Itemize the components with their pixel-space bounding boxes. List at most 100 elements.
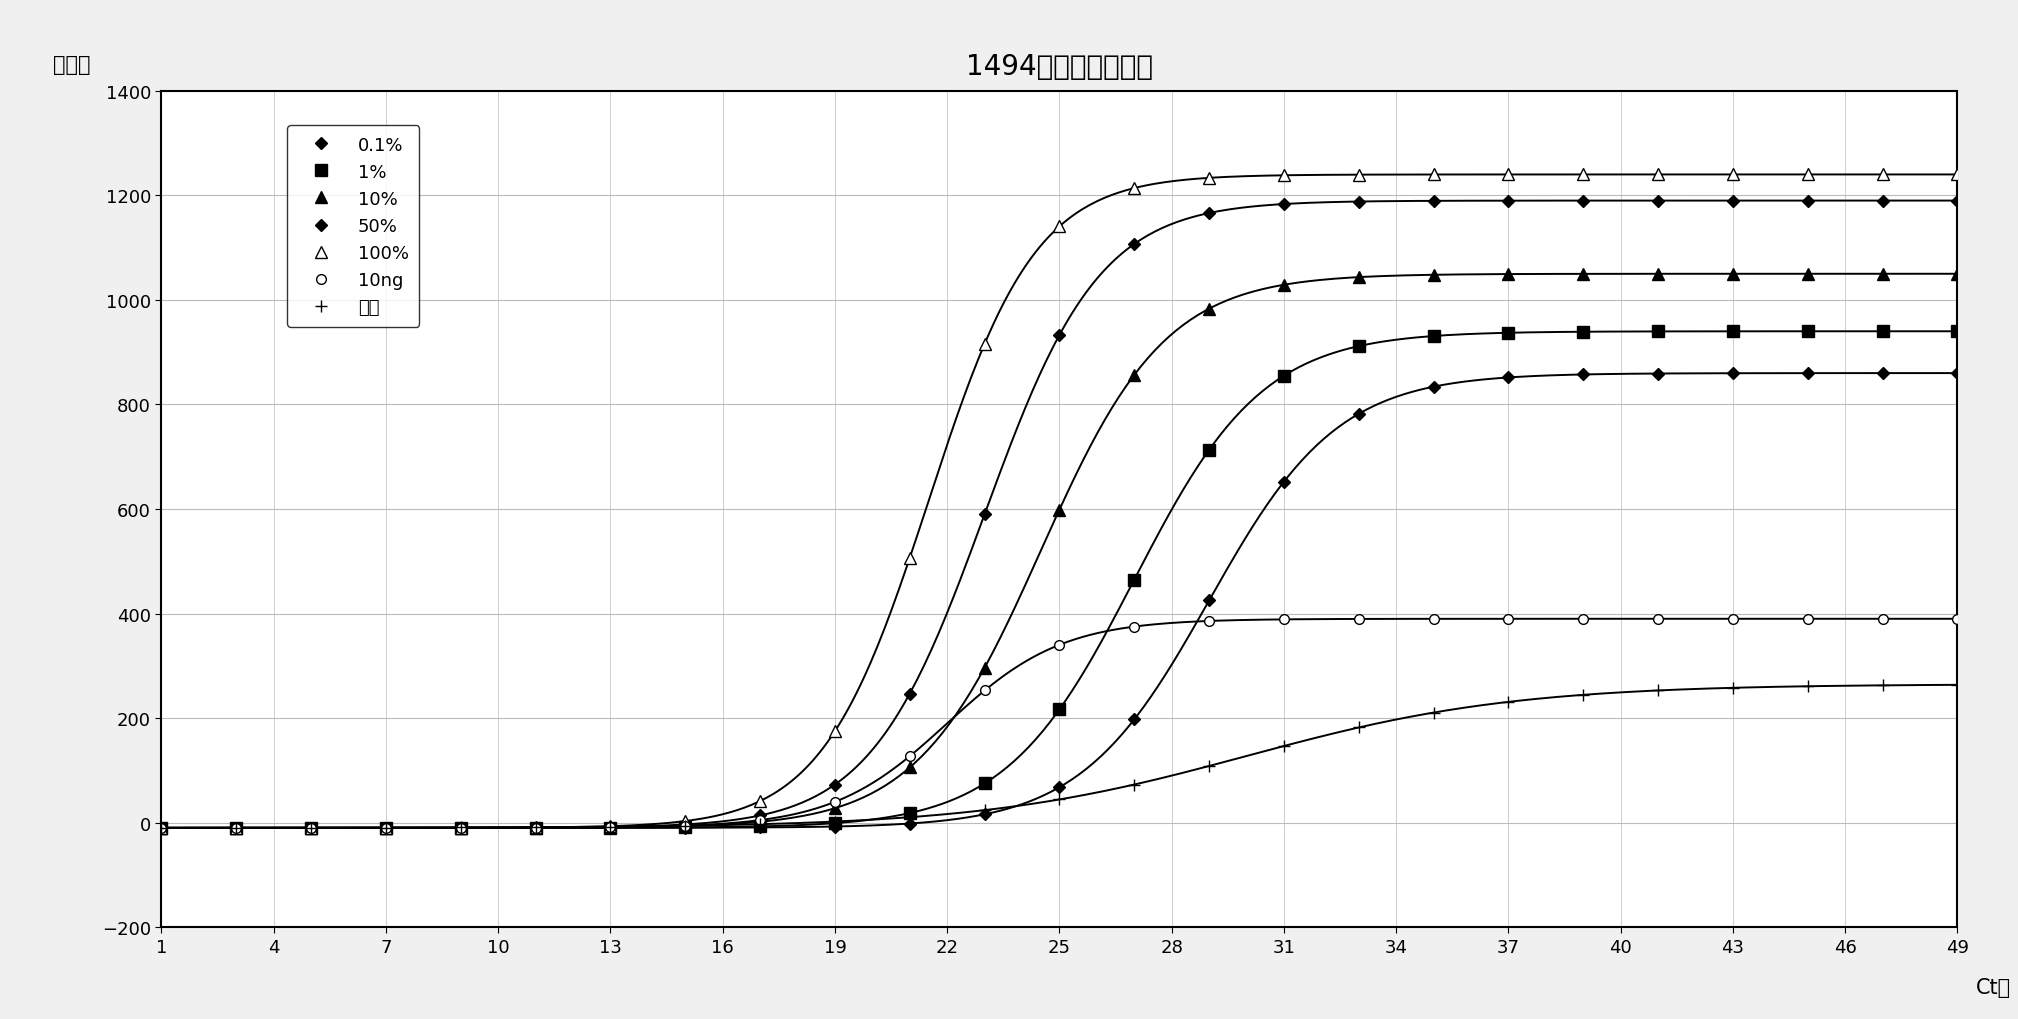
50% (1572, 196, 1596, 208)
Line: 内标: 内标 (155, 679, 1964, 835)
50% (1871, 196, 1895, 208)
100% (523, 821, 547, 834)
内标 (1721, 682, 1746, 694)
100% (1871, 169, 1895, 181)
100% (1647, 169, 1671, 181)
1% (224, 822, 248, 835)
Line: 50%: 50% (157, 198, 1961, 833)
50% (1346, 197, 1370, 209)
100% (1572, 169, 1596, 181)
100% (1122, 182, 1146, 195)
100% (597, 820, 622, 833)
50% (674, 818, 698, 830)
1% (1495, 327, 1522, 339)
10% (1271, 279, 1296, 291)
10% (1647, 268, 1671, 280)
1% (597, 821, 622, 834)
1% (149, 822, 174, 835)
内标 (1572, 689, 1596, 701)
100% (1271, 170, 1296, 182)
100% (674, 815, 698, 827)
50% (1945, 196, 1970, 208)
50% (1721, 196, 1746, 208)
1% (299, 822, 323, 835)
100% (1796, 169, 1820, 181)
内标 (299, 821, 323, 834)
0.1% (373, 822, 398, 835)
10ng (448, 822, 472, 835)
100% (1721, 169, 1746, 181)
10ng (597, 821, 622, 834)
10ng (749, 814, 773, 826)
10% (1721, 268, 1746, 280)
100% (224, 822, 248, 835)
内标 (1945, 679, 1970, 691)
内标 (749, 818, 773, 830)
0.1% (597, 822, 622, 835)
1% (1047, 703, 1072, 715)
10% (1346, 272, 1370, 284)
100% (1945, 169, 1970, 181)
10ng (1346, 613, 1370, 626)
Legend: 0.1%, 1%, 10%, 50%, 100%, 10ng, 内标: 0.1%, 1%, 10%, 50%, 100%, 10ng, 内标 (287, 125, 420, 327)
内标 (1197, 760, 1221, 772)
Line: 0.1%: 0.1% (157, 370, 1961, 833)
10% (823, 802, 848, 814)
1% (1421, 330, 1445, 342)
50% (149, 822, 174, 835)
10ng (149, 822, 174, 835)
10% (674, 820, 698, 833)
10ng (1572, 613, 1596, 626)
0.1% (1346, 409, 1370, 421)
1% (1197, 444, 1221, 457)
10ng (1271, 613, 1296, 626)
10% (1047, 504, 1072, 517)
0.1% (1271, 476, 1296, 488)
1% (973, 777, 997, 790)
100% (898, 552, 922, 565)
Text: Ct值: Ct值 (1976, 977, 2010, 998)
Line: 10ng: 10ng (157, 614, 1961, 833)
50% (448, 822, 472, 835)
50% (898, 688, 922, 700)
100% (299, 822, 323, 835)
1% (823, 817, 848, 829)
10ng (1495, 613, 1522, 626)
100% (373, 822, 398, 835)
50% (1421, 196, 1445, 208)
100% (1047, 221, 1072, 233)
0.1% (1796, 368, 1820, 380)
10% (1495, 269, 1522, 281)
10ng (1197, 615, 1221, 628)
内标 (1796, 681, 1820, 693)
10ng (1945, 613, 1970, 626)
内标 (523, 821, 547, 834)
10% (1871, 268, 1895, 280)
0.1% (1945, 368, 1970, 380)
0.1% (973, 808, 997, 820)
0.1% (523, 822, 547, 835)
100% (1197, 172, 1221, 184)
0.1% (299, 822, 323, 835)
Line: 1%: 1% (155, 326, 1964, 834)
内标 (149, 822, 174, 835)
1% (1721, 326, 1746, 338)
10ng (1796, 613, 1820, 626)
内标 (1047, 794, 1072, 806)
内标 (1122, 779, 1146, 791)
50% (523, 821, 547, 834)
10% (1421, 269, 1445, 281)
10% (1122, 369, 1146, 381)
1% (1271, 370, 1296, 382)
50% (973, 508, 997, 521)
内标 (448, 821, 472, 834)
50% (373, 822, 398, 835)
1% (373, 822, 398, 835)
内标 (898, 811, 922, 823)
100% (448, 822, 472, 835)
0.1% (1197, 595, 1221, 607)
10% (1197, 304, 1221, 316)
10ng (299, 822, 323, 835)
10% (1945, 268, 1970, 280)
内标 (823, 815, 848, 827)
